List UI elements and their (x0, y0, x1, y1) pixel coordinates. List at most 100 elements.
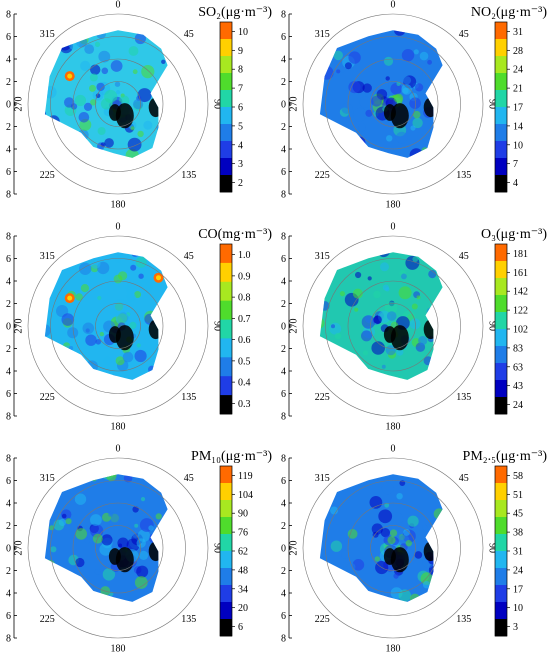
angle-label: 135 (456, 614, 471, 625)
polar-grid-circle (370, 81, 416, 127)
angle-label: 90 (487, 543, 498, 553)
radial-tick-label: 8 (281, 190, 286, 201)
heat-blob (140, 497, 146, 502)
heat-blob (193, 66, 204, 77)
radial-tick-label: 4 (6, 145, 11, 156)
heat-blob (126, 538, 140, 552)
heat-blob (365, 109, 373, 117)
radial-tick-label: 6 (281, 611, 286, 622)
heat-blob (422, 524, 428, 530)
colorbar-tick-label: 43 (513, 381, 523, 392)
radial-tick-label: 6 (281, 254, 286, 265)
colorbar-segment (495, 551, 507, 569)
heat-blob (428, 270, 437, 279)
low-value-area (383, 326, 396, 343)
heat-blob (409, 97, 421, 109)
heat-blob (85, 334, 97, 346)
heat-blob (44, 62, 50, 73)
radial-tick-label: 8 (281, 634, 286, 645)
heat-blob (418, 336, 428, 346)
polar-grid-circle (347, 502, 439, 594)
heat-blob (367, 276, 372, 281)
heat-blob (412, 256, 419, 262)
heat-blob (381, 364, 386, 369)
angle-label: 180 (386, 422, 401, 433)
colorbar-tick-label: 90 (238, 509, 248, 520)
heat-blob (409, 148, 423, 158)
heat-blob (110, 60, 123, 72)
heat-blob (401, 84, 412, 95)
angle-label: 90 (487, 321, 498, 331)
heat-blob (48, 151, 62, 158)
heat-blob (334, 332, 342, 340)
colorbar-segment (495, 397, 507, 415)
heat-blob (93, 243, 102, 252)
heat-blob (449, 566, 454, 571)
heat-blob (89, 397, 97, 405)
heat-blob (413, 110, 421, 119)
heat-blob (419, 51, 429, 61)
heat-blob (80, 60, 91, 71)
heat-blob (63, 169, 68, 174)
heat-blob (383, 56, 394, 66)
low-value-area (383, 548, 396, 565)
heat-blob (132, 506, 139, 513)
heat-blob (99, 331, 105, 337)
heat-blob (168, 347, 179, 358)
colorbar-segment (220, 602, 232, 620)
low-value-area (108, 104, 121, 121)
radial-tick-label: 0 (281, 544, 286, 555)
heat-blob (396, 493, 403, 500)
heat-blob (130, 264, 137, 271)
heat-blob (329, 322, 342, 335)
heat-blob (169, 323, 178, 332)
heat-blob (364, 618, 369, 623)
colorbar-tick-label: 38 (513, 528, 523, 539)
colorbar-segment (495, 244, 507, 262)
heat-blob (116, 90, 121, 95)
radial-tick-label: 8 (6, 232, 11, 243)
radial-tick-label: 6 (281, 476, 286, 487)
radial-tick-label: 2 (6, 77, 11, 88)
heat-blob (90, 258, 101, 269)
colorbar-tick-label: 10 (238, 27, 248, 38)
colorbar-tick-label: 7 (238, 84, 243, 95)
radial-tick-label: 2 (281, 521, 286, 532)
heat-blob (114, 81, 121, 87)
heat-blob (369, 496, 383, 509)
polar-grid-circle (50, 480, 186, 616)
heat-blob (388, 388, 400, 400)
colorbar-tick-label: 0.7 (238, 314, 251, 325)
heat-blob (103, 598, 115, 602)
colorbar-tick-label: 142 (513, 287, 528, 298)
heat-blob (173, 542, 184, 553)
heat-blob (91, 376, 97, 380)
panel-co: 8 6 4 2 0 2 4 6 8 0 45 90 135 180 225 270 315 CO(mg·m⁻³) 1… (6, 222, 272, 433)
heat-blob (391, 234, 402, 245)
heat-blob (148, 525, 154, 531)
heat-blob (115, 18, 121, 24)
colorbar-tick-label: 45 (513, 509, 523, 520)
heat-blob (338, 259, 347, 268)
colorbar-segment (220, 500, 232, 518)
angle-label: 0 (116, 0, 121, 11)
colorbar-tick-label: 161 (513, 268, 528, 279)
radial-tick-label: 2 (281, 344, 286, 355)
radial-tick-label: 8 (6, 454, 11, 465)
heat-blob (134, 576, 148, 589)
colorbar-tick-label: 104 (238, 490, 253, 501)
heat-blob (449, 322, 454, 327)
low-value-area (423, 541, 438, 562)
colorbar-tick-label: 0.4 (238, 378, 251, 389)
heat-blob (138, 273, 144, 279)
heat-blob (90, 64, 101, 75)
radial-tick-label: 6 (281, 32, 286, 43)
heat-blob (339, 66, 346, 73)
colorbar-tick-label: 3 (238, 159, 243, 170)
polar-grid-circle (50, 36, 186, 172)
radial-tick-label: 8 (6, 10, 11, 21)
heat-blob (132, 69, 138, 75)
heat-blob (126, 292, 136, 302)
angle-label: 0 (391, 0, 396, 11)
angle-label: 315 (40, 251, 55, 262)
